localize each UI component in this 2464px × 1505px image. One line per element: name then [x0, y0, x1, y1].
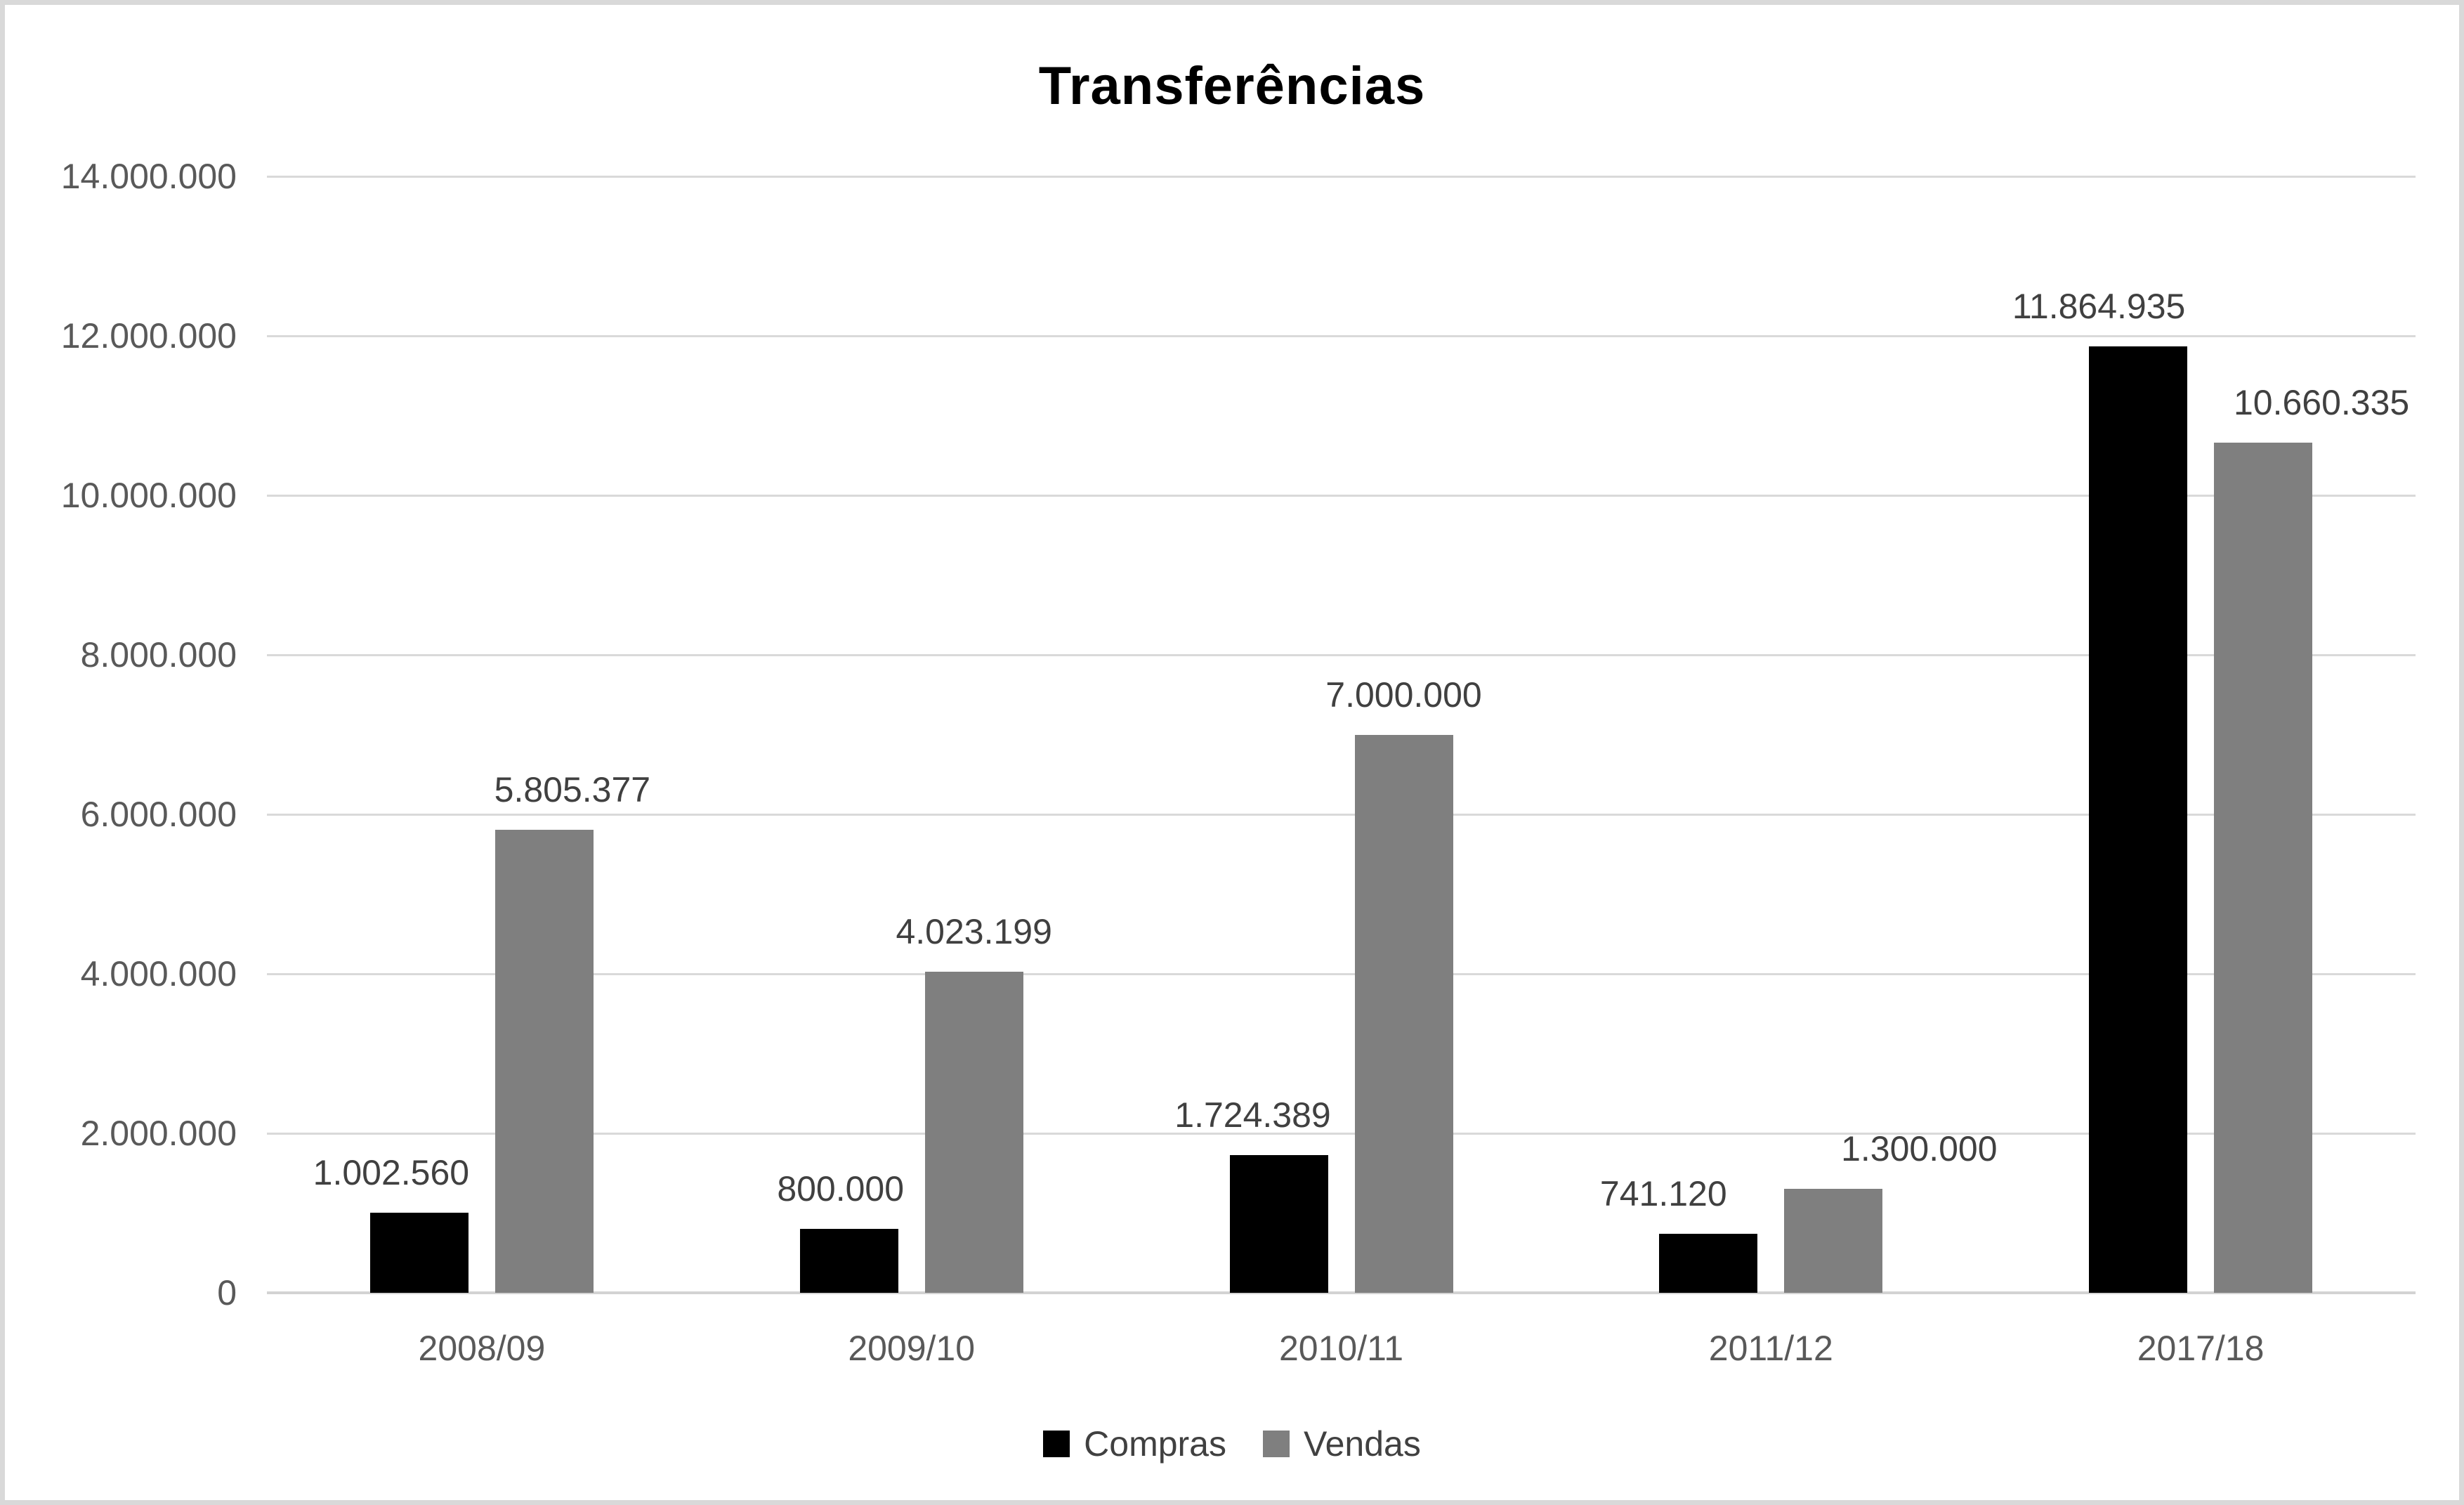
plot-area: 1.002.560 800.000 1.724.389 741.120 11.864.9…	[267, 175, 2416, 1294]
legend: Compras Vendas	[5, 1423, 2459, 1465]
x-axis-category-label-2010-11: 2010/11	[1278, 1329, 1403, 1368]
y-axis-tick-label: 2.000.000	[80, 1114, 237, 1153]
y-axis-tick-label: 10.000.000	[60, 476, 237, 515]
gridline	[267, 1132, 2416, 1135]
y-axis-tick-label: 4.000.000	[80, 954, 237, 993]
bar-compras-2017-18	[2089, 346, 2188, 1293]
data-label-compras-2008-09: 1.002.560	[313, 1153, 470, 1193]
data-label-compras-2017-18: 11.864.935	[2012, 287, 2186, 327]
bar-vendas-2008-09	[494, 830, 594, 1293]
x-axis-category-label-2008-09: 2008/09	[418, 1329, 546, 1368]
legend-swatch-compras	[1043, 1431, 1070, 1457]
legend-label-compras: Compras	[1084, 1424, 1226, 1464]
bar-vendas-2009-10	[924, 972, 1023, 1293]
y-axis-tick-label: 0	[217, 1273, 237, 1312]
y-axis-tick-label: 8.000.000	[80, 635, 237, 675]
legend-item-vendas: Vendas	[1263, 1423, 1421, 1465]
data-label-compras-2009-10: 800.000	[777, 1169, 905, 1209]
data-label-vendas-2017-18: 10.660.335	[2233, 383, 2410, 423]
bar-compras-2009-10	[799, 1229, 898, 1293]
bar-compras-2011-12	[1659, 1233, 1758, 1293]
legend-item-compras: Compras	[1043, 1423, 1226, 1465]
x-axis-category-label-2011-12: 2011/12	[1708, 1329, 1833, 1368]
data-label-compras-2011-12: 741.120	[1599, 1173, 1727, 1213]
x-axis-line	[267, 1291, 2416, 1294]
x-axis-category-label-2009-10: 2009/10	[848, 1329, 976, 1368]
data-label-vendas-2011-12: 1.300.000	[1841, 1129, 1998, 1169]
bar-compras-2010-11	[1229, 1155, 1328, 1293]
data-label-vendas-2010-11: 7.000.000	[1325, 675, 1482, 715]
gridline	[267, 813, 2416, 816]
gridline	[267, 334, 2416, 337]
data-label-vendas-2008-09: 5.805.377	[494, 770, 651, 810]
bar-compras-2008-09	[369, 1213, 468, 1293]
x-axis-category-label-2017-18: 2017/18	[2137, 1329, 2265, 1368]
bar-vendas-2017-18	[2214, 443, 2313, 1293]
gridline	[267, 494, 2416, 497]
bar-vendas-2011-12	[1784, 1189, 1883, 1293]
y-axis: 0 2.000.000 4.000.000 6.000.000 8.000.000 10.…	[5, 157, 237, 1312]
y-axis-tick-label: 14.000.000	[60, 157, 237, 196]
bar-vendas-2010-11	[1354, 734, 1453, 1293]
gridline	[267, 653, 2416, 656]
legend-label-vendas: Vendas	[1304, 1424, 1421, 1464]
data-label-vendas-2009-10: 4.023.199	[896, 912, 1052, 952]
legend-swatch-vendas	[1263, 1431, 1290, 1457]
gridline	[267, 972, 2416, 975]
y-axis-tick-label: 12.000.000	[60, 316, 237, 356]
x-axis: 2008/09 2009/10 2010/11 2011/12 2017/18	[267, 1327, 2416, 1369]
chart-title: Transferências	[1038, 56, 1426, 116]
data-label-compras-2010-11: 1.724.389	[1174, 1095, 1331, 1135]
gridline	[267, 175, 2416, 178]
y-axis-tick-label: 6.000.000	[80, 795, 237, 834]
